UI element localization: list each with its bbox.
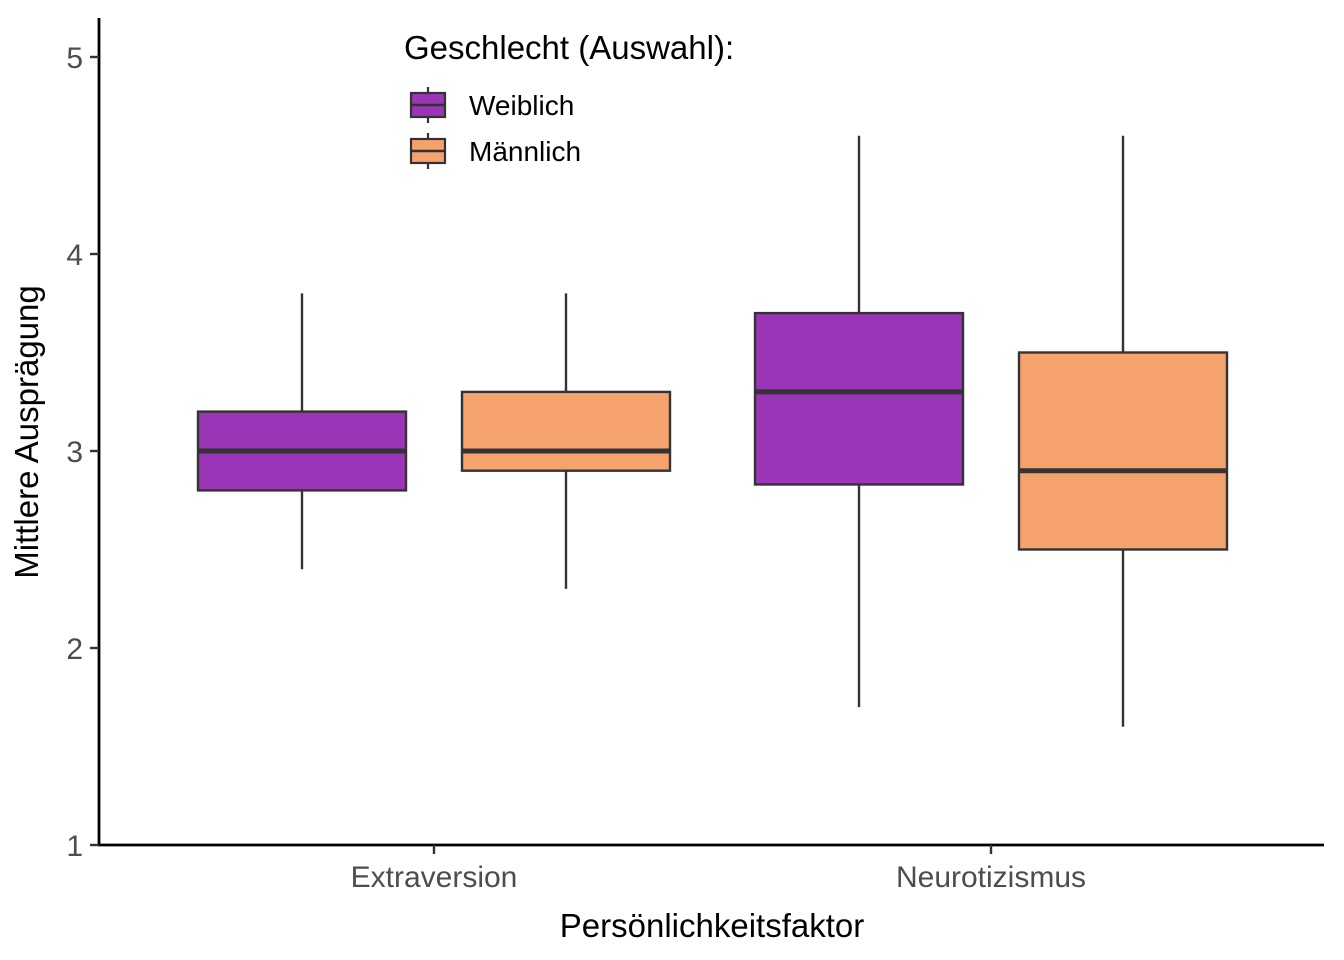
y-tick-label-2: 2 (66, 633, 83, 666)
x-tick-label-neurotizismus: Neurotizismus (896, 861, 1086, 894)
box-männlich-extraversion (460, 293, 672, 589)
y-tick-label-4: 4 (66, 239, 83, 272)
y-tick-label-5: 5 (66, 42, 83, 75)
box-rect (1017, 351, 1229, 551)
legend: Geschlecht (Auswahl): Weiblich Männlich (404, 29, 734, 169)
plot-marks (196, 135, 1229, 727)
box-rect (753, 311, 965, 486)
legend-title: Geschlecht (Auswahl): (404, 29, 734, 66)
axes: 1 2 3 4 5 Extraversion Neurotizismus (66, 18, 1324, 894)
legend-item-männlich: Männlich (409, 133, 581, 169)
box-weiblich-extraversion (196, 293, 408, 570)
y-axis-title: Mittlere Ausprägung (8, 285, 45, 579)
box-rect (460, 390, 672, 472)
y-tick-label-1: 1 (66, 830, 83, 863)
legend-label-weiblich: Weiblich (469, 90, 574, 121)
x-tick-label-extraversion: Extraversion (351, 861, 518, 894)
x-axis-title: Persönlichkeitsfaktor (560, 907, 864, 944)
box-weiblich-neurotizismus (753, 135, 965, 708)
legend-item-weiblich: Weiblich (409, 87, 574, 123)
box-männlich-neurotizismus (1017, 135, 1229, 727)
legend-label-männlich: Männlich (469, 136, 581, 167)
y-tick-label-3: 3 (66, 436, 83, 469)
